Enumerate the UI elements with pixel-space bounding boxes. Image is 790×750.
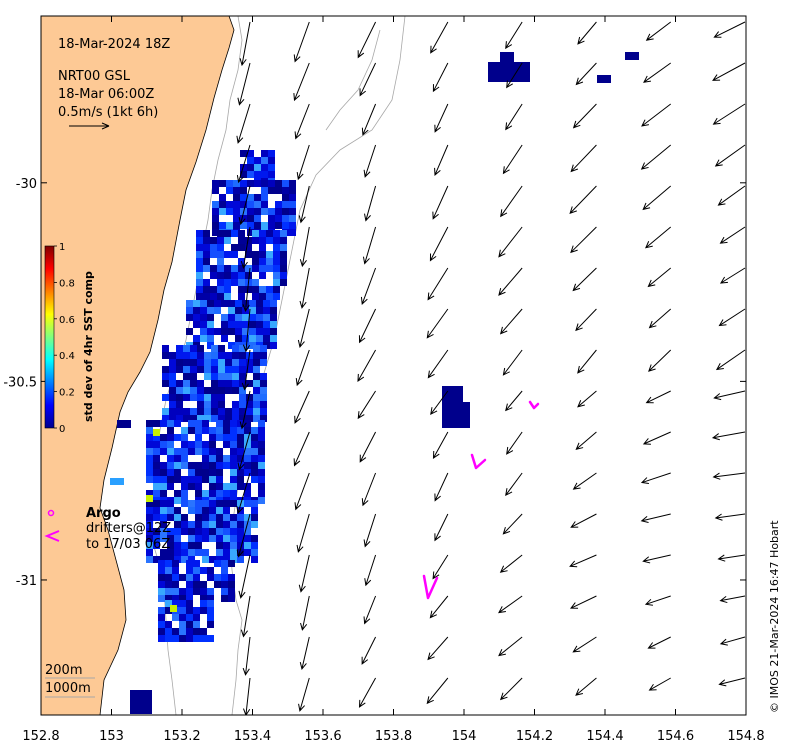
- depth-label-1000m: 1000m: [45, 681, 91, 696]
- axes: 152.8 153 153.2 153.4 153.6 153.8 154 154.2 154.…: [3, 16, 765, 744]
- x-tick-label: 153.6: [304, 729, 341, 744]
- imos-credit: © IMOS 21-Mar-2024 16:47 Hobart: [768, 520, 781, 713]
- colorbar-tick-label: 0.8: [59, 278, 75, 289]
- colorbar-tick-label: 0.2: [59, 388, 75, 399]
- sst-std-dev-pixels: [110, 52, 639, 714]
- velocity-scale-label: 0.5m/s (1kt 6h): [58, 105, 158, 120]
- x-tick-label: 154.2: [516, 729, 553, 744]
- drifter-marker-icon: [44, 530, 60, 542]
- colorbar-label: std dev of 4hr SST comp: [82, 271, 95, 422]
- scale-arrow-icon: [69, 122, 110, 130]
- x-tick-label: 154: [452, 729, 477, 744]
- colorbar-tick-label: 0.4: [59, 351, 75, 362]
- data-source-time: 18-Mar 06:00Z: [58, 87, 154, 102]
- colorbar-gradient: [44, 245, 55, 429]
- map-date: 18-Mar-2024 18Z: [58, 37, 170, 52]
- x-tick-label: 154.6: [657, 729, 694, 744]
- x-tick-label: 153: [99, 729, 124, 744]
- y-tick-label: -30: [16, 177, 37, 192]
- x-tick-label: 154.8: [727, 729, 764, 744]
- x-tick-label: 154.4: [586, 729, 623, 744]
- y-tick-label: -31: [16, 574, 37, 589]
- y-tick-label: -30.5: [3, 375, 37, 390]
- colorbar: 0 0.2 0.4 0.6 0.8 1 std dev of 4hr SST comp: [44, 242, 95, 435]
- colorbar-tick-label: 0.6: [59, 315, 75, 326]
- drifters-label-line1: drifters@12Z: [86, 521, 171, 536]
- info-block: 18-Mar-2024 18Z NRT00 GSL 18-Mar 06:00Z …: [58, 37, 170, 130]
- drifter-track: [528, 400, 540, 410]
- depth-legend: 200m 1000m: [45, 663, 95, 698]
- drifters-label-line2: to 17/03 06Z: [86, 537, 170, 552]
- x-tick-label: 153.2: [163, 729, 200, 744]
- argo-label: Argo: [86, 506, 121, 521]
- land-mass: [41, 16, 235, 715]
- x-tick-label: 153.8: [375, 729, 412, 744]
- x-tick-label: 152.8: [22, 729, 59, 744]
- depth-label-200m: 200m: [45, 663, 82, 678]
- argo-marker-icon: [47, 509, 55, 517]
- drifter-tracks: [422, 400, 540, 600]
- data-source-name: NRT00 GSL: [58, 69, 131, 84]
- colorbar-tick-label: 1: [59, 242, 65, 253]
- colorbar-tick-label: 0: [59, 424, 65, 435]
- drifter-legend: Argo drifters@12Z to 17/03 06Z: [44, 506, 171, 552]
- drifter-track: [470, 453, 487, 470]
- x-tick-label: 153.4: [234, 729, 271, 744]
- current-vector-arrows: [236, 21, 746, 715]
- drifter-track: [422, 574, 439, 600]
